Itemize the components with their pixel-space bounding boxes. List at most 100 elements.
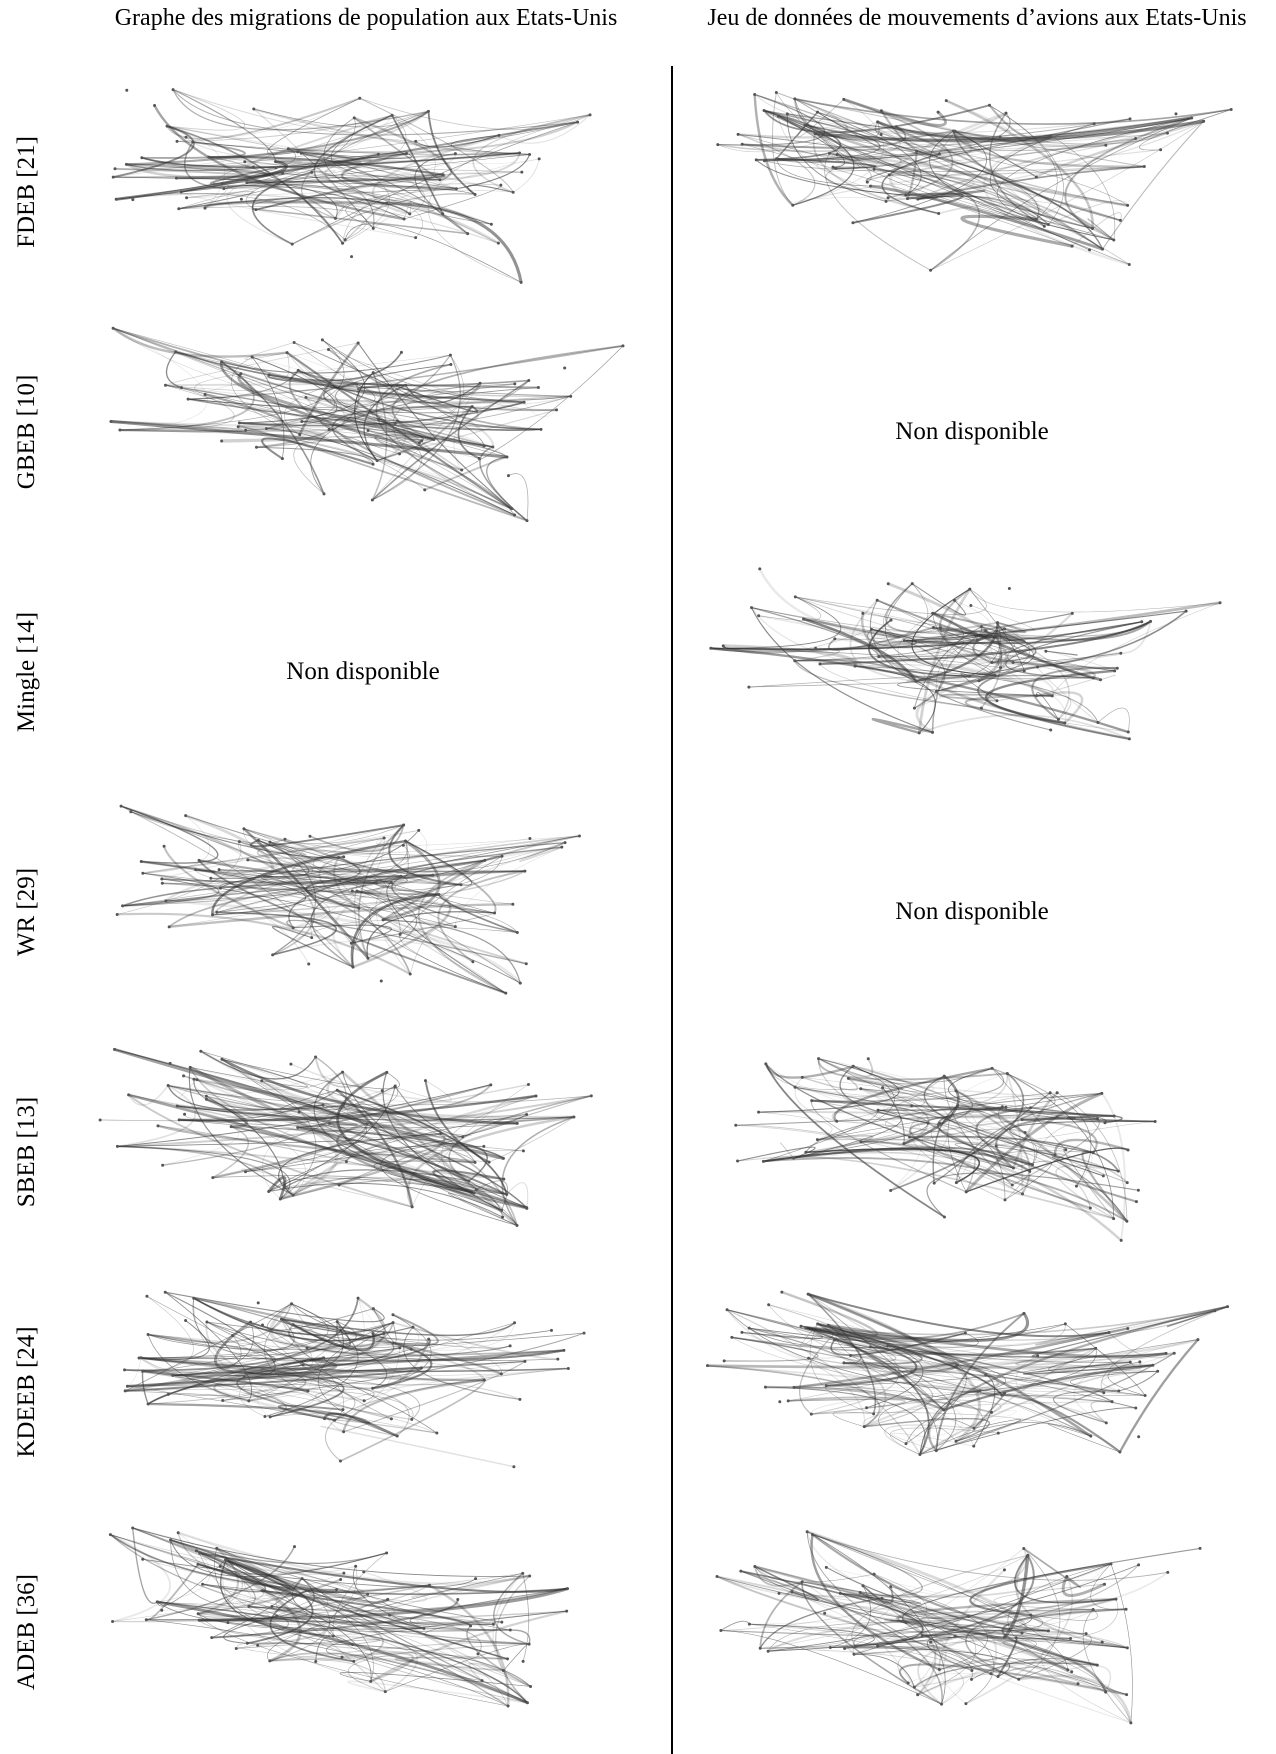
node (178, 1118, 181, 1121)
node (1117, 1170, 1120, 1173)
node (1020, 1632, 1023, 1635)
node (794, 1086, 797, 1089)
node (976, 638, 979, 641)
node (118, 429, 121, 432)
edge (919, 715, 1129, 739)
node (339, 1460, 342, 1463)
node (198, 1552, 201, 1555)
row-label: FDEB [21] (13, 136, 41, 248)
node (849, 1354, 852, 1357)
node (910, 1370, 913, 1373)
node (915, 680, 918, 683)
edge (157, 1560, 225, 1606)
node (192, 1078, 195, 1081)
node (513, 1321, 516, 1324)
node (564, 841, 567, 844)
node (810, 1413, 813, 1416)
node (177, 1531, 180, 1534)
node (1104, 1691, 1107, 1694)
node (999, 136, 1002, 139)
node (493, 912, 496, 915)
node (867, 1057, 870, 1060)
node (402, 844, 405, 847)
node (726, 1308, 729, 1311)
edge (1121, 621, 1151, 653)
node (535, 1094, 538, 1097)
node (321, 338, 324, 341)
node (357, 1297, 360, 1300)
node (565, 1610, 568, 1613)
node (372, 1307, 375, 1310)
node (322, 492, 325, 495)
node (238, 840, 241, 843)
node (753, 93, 756, 96)
node (786, 112, 789, 115)
node (510, 507, 513, 510)
node (528, 837, 531, 840)
node (467, 1180, 470, 1183)
node (257, 839, 260, 842)
node (1056, 1116, 1059, 1119)
node (129, 810, 132, 813)
node (176, 1105, 179, 1108)
node (335, 1588, 338, 1591)
node (394, 1085, 397, 1088)
node (1199, 1547, 1202, 1550)
node (121, 904, 124, 907)
node (513, 382, 516, 385)
node (1028, 1170, 1031, 1173)
node (1134, 137, 1137, 140)
node (428, 1584, 431, 1587)
node (184, 1319, 187, 1322)
node (99, 1118, 102, 1121)
node (286, 351, 289, 354)
node (520, 281, 523, 284)
node (709, 647, 712, 650)
node (507, 474, 510, 477)
node (469, 1624, 472, 1627)
node (938, 1122, 941, 1125)
node (757, 1111, 760, 1114)
node (939, 626, 942, 629)
node (988, 104, 991, 107)
node (994, 633, 997, 636)
node (976, 1390, 979, 1393)
node (740, 1331, 743, 1334)
node (189, 1066, 192, 1069)
node (794, 595, 797, 598)
node (400, 351, 403, 354)
node (723, 1359, 726, 1362)
node (964, 1702, 967, 1705)
node (423, 488, 426, 491)
node (1116, 667, 1119, 670)
node (283, 1186, 286, 1189)
node (474, 193, 477, 196)
node (478, 457, 481, 460)
node (804, 1151, 807, 1154)
node (889, 1585, 892, 1588)
node (371, 498, 374, 501)
node (292, 1194, 295, 1197)
node (454, 152, 457, 155)
node (859, 1087, 862, 1090)
node (1104, 144, 1107, 147)
node (418, 441, 421, 444)
node (741, 143, 744, 146)
node (1003, 627, 1006, 630)
node (263, 1415, 266, 1418)
node (1128, 117, 1131, 120)
node (427, 1338, 430, 1341)
figure: Graphe des migrations de population aux … (0, 0, 1276, 1754)
node (945, 99, 948, 102)
node (984, 1373, 987, 1376)
node (483, 1379, 486, 1382)
node (1077, 1682, 1080, 1685)
node (759, 1647, 762, 1650)
node (847, 1077, 850, 1080)
node (369, 1680, 372, 1683)
node (414, 236, 417, 239)
node (251, 356, 254, 359)
bundled-graph (83, 76, 643, 304)
node (290, 1302, 293, 1305)
node (432, 438, 435, 441)
